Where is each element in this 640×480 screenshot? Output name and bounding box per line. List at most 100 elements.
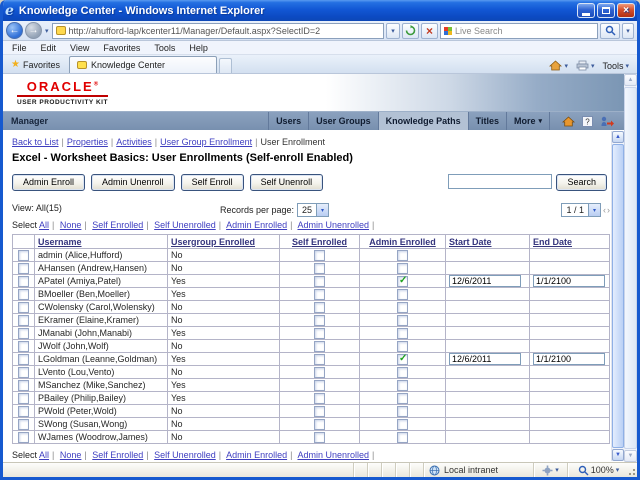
row-select-checkbox[interactable] — [18, 301, 29, 313]
admin-enrolled-checkbox[interactable] — [397, 249, 408, 261]
select-self-unenrolled-bottom[interactable]: Self Unenrolled — [154, 450, 216, 460]
frame-scrollbar[interactable]: ▲ ▼ — [611, 131, 624, 461]
records-per-page-select[interactable]: 25 ▾ — [297, 203, 330, 217]
header-end-date[interactable]: End Date — [529, 234, 610, 249]
scroll-up-icon[interactable]: ▲ — [612, 131, 624, 143]
row-select-checkbox[interactable] — [18, 249, 29, 261]
scroll-up-icon[interactable]: ▲ — [624, 74, 637, 86]
manager-tab-knowledge-paths[interactable]: Knowledge Paths — [377, 112, 468, 130]
home-icon[interactable] — [562, 115, 575, 127]
start-date-input[interactable] — [449, 275, 521, 287]
admin-enrolled-checkbox[interactable] — [397, 392, 408, 404]
new-tab-stub[interactable] — [218, 58, 232, 73]
select-self-enrolled[interactable]: Self Enrolled — [92, 220, 144, 230]
row-select-checkbox[interactable] — [18, 392, 29, 404]
minimize-button[interactable] — [577, 3, 595, 18]
self-enrolled-checkbox[interactable] — [314, 314, 325, 326]
address-input[interactable]: http://ahufford-lap/kcenter11/Manager/De… — [51, 22, 384, 39]
end-date-input[interactable] — [533, 353, 605, 365]
row-select-checkbox[interactable] — [18, 275, 29, 287]
back-button[interactable]: ← — [6, 22, 23, 39]
logout-icon[interactable] — [600, 116, 614, 127]
address-dropdown-button[interactable]: ▾ — [386, 22, 400, 39]
home-button[interactable]: ▾ — [549, 60, 568, 71]
admin-enrolled-checkbox[interactable] — [397, 353, 408, 365]
row-select-checkbox[interactable] — [18, 405, 29, 417]
admin-enrolled-checkbox[interactable] — [397, 340, 408, 352]
menu-help[interactable]: Help — [189, 42, 208, 53]
nav-link-back-to-list[interactable]: Back to List — [12, 137, 59, 147]
manager-tab-user-groups[interactable]: User Groups — [308, 112, 378, 130]
self-enrolled-checkbox[interactable] — [314, 262, 325, 274]
close-button[interactable]: × — [617, 3, 635, 18]
self-enrolled-checkbox[interactable] — [314, 379, 325, 391]
start-date-input[interactable] — [449, 353, 521, 365]
admin-enrolled-checkbox[interactable] — [397, 262, 408, 274]
row-select-checkbox[interactable] — [18, 262, 29, 274]
self-enrolled-checkbox[interactable] — [314, 249, 325, 261]
admin-enrolled-checkbox[interactable] — [397, 288, 408, 300]
search-options-dropdown[interactable]: ▾ — [622, 22, 634, 39]
print-button[interactable]: ▾ — [576, 60, 594, 71]
select-none[interactable]: None — [59, 220, 82, 230]
self-enrolled-checkbox[interactable] — [314, 392, 325, 404]
manager-tab-titles[interactable]: Titles — [467, 112, 506, 130]
menu-edit[interactable]: Edit — [40, 42, 57, 53]
select-admin-enrolled-bottom[interactable]: Admin Enrolled — [226, 450, 288, 460]
self-enroll-button[interactable]: Self Enroll — [180, 174, 244, 191]
menu-tools[interactable]: Tools — [154, 42, 176, 53]
admin-enrolled-checkbox[interactable] — [397, 301, 408, 313]
menu-favorites[interactable]: Favorites — [103, 42, 141, 53]
self-enrolled-checkbox[interactable] — [314, 340, 325, 352]
scroll-down-icon[interactable]: ▼ — [612, 449, 624, 461]
admin-enroll-button[interactable]: Admin Enroll — [12, 174, 86, 191]
search-input[interactable] — [448, 174, 553, 189]
next-page-icon[interactable]: › — [607, 205, 610, 215]
admin-enrolled-checkbox[interactable] — [397, 405, 408, 417]
row-select-checkbox[interactable] — [18, 288, 29, 300]
self-enrolled-checkbox[interactable] — [314, 353, 325, 365]
admin-enrolled-checkbox[interactable] — [397, 366, 408, 378]
self-enrolled-checkbox[interactable] — [314, 405, 325, 417]
maximize-button[interactable] — [597, 3, 615, 18]
admin-enrolled-checkbox[interactable] — [397, 314, 408, 326]
row-select-checkbox[interactable] — [18, 366, 29, 378]
search-button[interactable]: Search — [556, 174, 607, 191]
select-admin-unenrolled[interactable]: Admin Unenrolled — [297, 220, 370, 230]
end-date-input[interactable] — [533, 275, 605, 287]
page-select[interactable]: 1 / 1 ▾ — [561, 203, 601, 217]
manager-tab-more[interactable]: More ▾ — [505, 112, 550, 130]
row-select-checkbox[interactable] — [18, 379, 29, 391]
refresh-button[interactable] — [402, 22, 419, 39]
protected-mode-pane[interactable]: ▾ — [533, 463, 567, 477]
self-enrolled-checkbox[interactable] — [314, 327, 325, 339]
tab-knowledge-center[interactable]: Knowledge Center — [68, 56, 217, 73]
header-admin-enrolled[interactable]: Admin Enrolled — [359, 234, 446, 249]
select-admin-unenrolled-bottom[interactable]: Admin Unenrolled — [297, 450, 370, 460]
forward-button[interactable]: → — [25, 22, 42, 39]
live-search-input[interactable]: Live Search — [440, 22, 598, 39]
select-self-enrolled-bottom[interactable]: Self Enrolled — [92, 450, 144, 460]
row-select-checkbox[interactable] — [18, 340, 29, 352]
admin-enrolled-checkbox[interactable] — [397, 327, 408, 339]
self-unenroll-button[interactable]: Self Unenroll — [249, 174, 324, 191]
admin-enrolled-checkbox[interactable] — [397, 431, 408, 443]
scroll-down-icon[interactable]: ▼ — [624, 450, 637, 462]
admin-enrolled-checkbox[interactable] — [397, 379, 408, 391]
admin-unenroll-button[interactable]: Admin Unenroll — [91, 174, 175, 191]
nav-link-activities[interactable]: Activities — [116, 137, 152, 147]
header-usergroup-enrolled[interactable]: Usergroup Enrolled — [167, 234, 280, 249]
admin-enrolled-checkbox[interactable] — [397, 418, 408, 430]
scrollbar-thumb[interactable] — [624, 87, 637, 449]
header-self-enrolled[interactable]: Self Enrolled — [279, 234, 360, 249]
stop-button[interactable]: × — [421, 22, 438, 39]
self-enrolled-checkbox[interactable] — [314, 288, 325, 300]
nav-link-properties[interactable]: Properties — [66, 137, 108, 147]
self-enrolled-checkbox[interactable] — [314, 275, 325, 287]
header-username[interactable]: Username — [34, 234, 168, 249]
manager-tab-users[interactable]: Users — [268, 112, 308, 130]
select-self-unenrolled[interactable]: Self Unenrolled — [154, 220, 216, 230]
self-enrolled-checkbox[interactable] — [314, 301, 325, 313]
resize-grip[interactable] — [629, 463, 637, 477]
help-icon[interactable]: ? — [582, 115, 593, 127]
